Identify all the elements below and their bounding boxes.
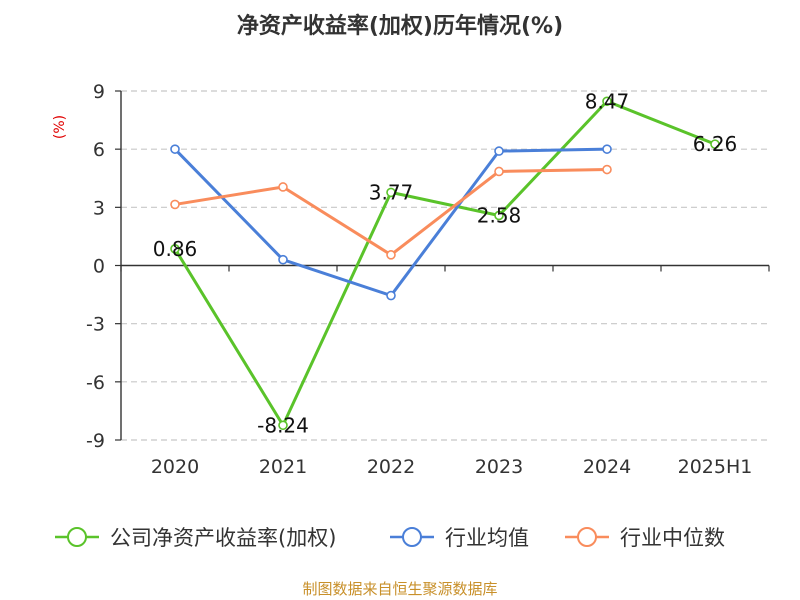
data-labels: 0.86 -8.24 3.77 2.58 8.47 6.26 xyxy=(153,89,738,437)
y-tick-label: -9 xyxy=(86,430,105,452)
legend-label: 行业均值 xyxy=(445,526,529,550)
axes: 9 6 3 0 -3 -6 -9 2020 2021 2022 2023 2024 2025H1 xyxy=(86,81,770,478)
legend-item: 公司净资产收益率(加权) xyxy=(55,526,336,550)
x-tick-label: 2021 xyxy=(259,456,307,478)
data-point xyxy=(278,420,288,431)
data-point xyxy=(602,164,612,175)
data-point xyxy=(494,210,504,221)
data-point xyxy=(494,146,504,156)
data-point xyxy=(710,139,720,149)
legend-item: 行业均值 xyxy=(390,526,529,550)
x-tick-label: 2023 xyxy=(475,456,523,478)
y-tick-label: 6 xyxy=(93,139,105,161)
x-tick-label: 2022 xyxy=(367,456,415,478)
data-point xyxy=(278,254,288,265)
data-point xyxy=(386,250,396,260)
data-label: 0.86 xyxy=(153,237,198,261)
y-axis-unit-label: (%) xyxy=(52,115,68,139)
x-tick-label: 2024 xyxy=(583,456,631,478)
data-label: -8.24 xyxy=(257,413,309,437)
legend-marker xyxy=(67,527,87,547)
data-point xyxy=(386,187,396,198)
x-tick-label: 2020 xyxy=(151,456,199,478)
legend-marker xyxy=(402,527,422,547)
grid-lines xyxy=(121,90,769,441)
data-label: 3.77 xyxy=(369,180,414,204)
data-point xyxy=(170,244,180,254)
series-line xyxy=(173,99,717,427)
x-tick-label: 2025H1 xyxy=(678,456,753,478)
y-tick-label: -6 xyxy=(86,372,105,394)
series-lines xyxy=(170,96,720,431)
y-tick-label: -3 xyxy=(86,314,105,336)
legend-item: 行业中位数 xyxy=(565,526,725,550)
legend-label: 公司净资产收益率(加权) xyxy=(110,526,336,550)
chart-title: 净资产收益率(加权)历年情况(%) xyxy=(237,13,563,39)
data-label: 6.26 xyxy=(693,132,738,156)
y-tick-label: 0 xyxy=(93,256,105,278)
data-point xyxy=(386,290,396,301)
data-point xyxy=(170,144,180,154)
data-point xyxy=(278,182,288,192)
legend: 公司净资产收益率(加权) 行业均值 行业中位数 xyxy=(55,526,725,550)
data-point xyxy=(602,96,612,107)
data-point xyxy=(494,166,504,177)
data-label: 8.47 xyxy=(585,89,630,113)
data-point xyxy=(170,199,180,210)
y-tick-label: 3 xyxy=(93,197,105,219)
legend-marker xyxy=(577,527,597,547)
data-label: 2.58 xyxy=(477,203,522,227)
legend-label: 行业中位数 xyxy=(620,526,725,550)
data-point xyxy=(602,144,612,154)
y-tick-label: 9 xyxy=(93,81,105,103)
source-note: 制图数据来自恒生聚源数据库 xyxy=(302,580,497,598)
